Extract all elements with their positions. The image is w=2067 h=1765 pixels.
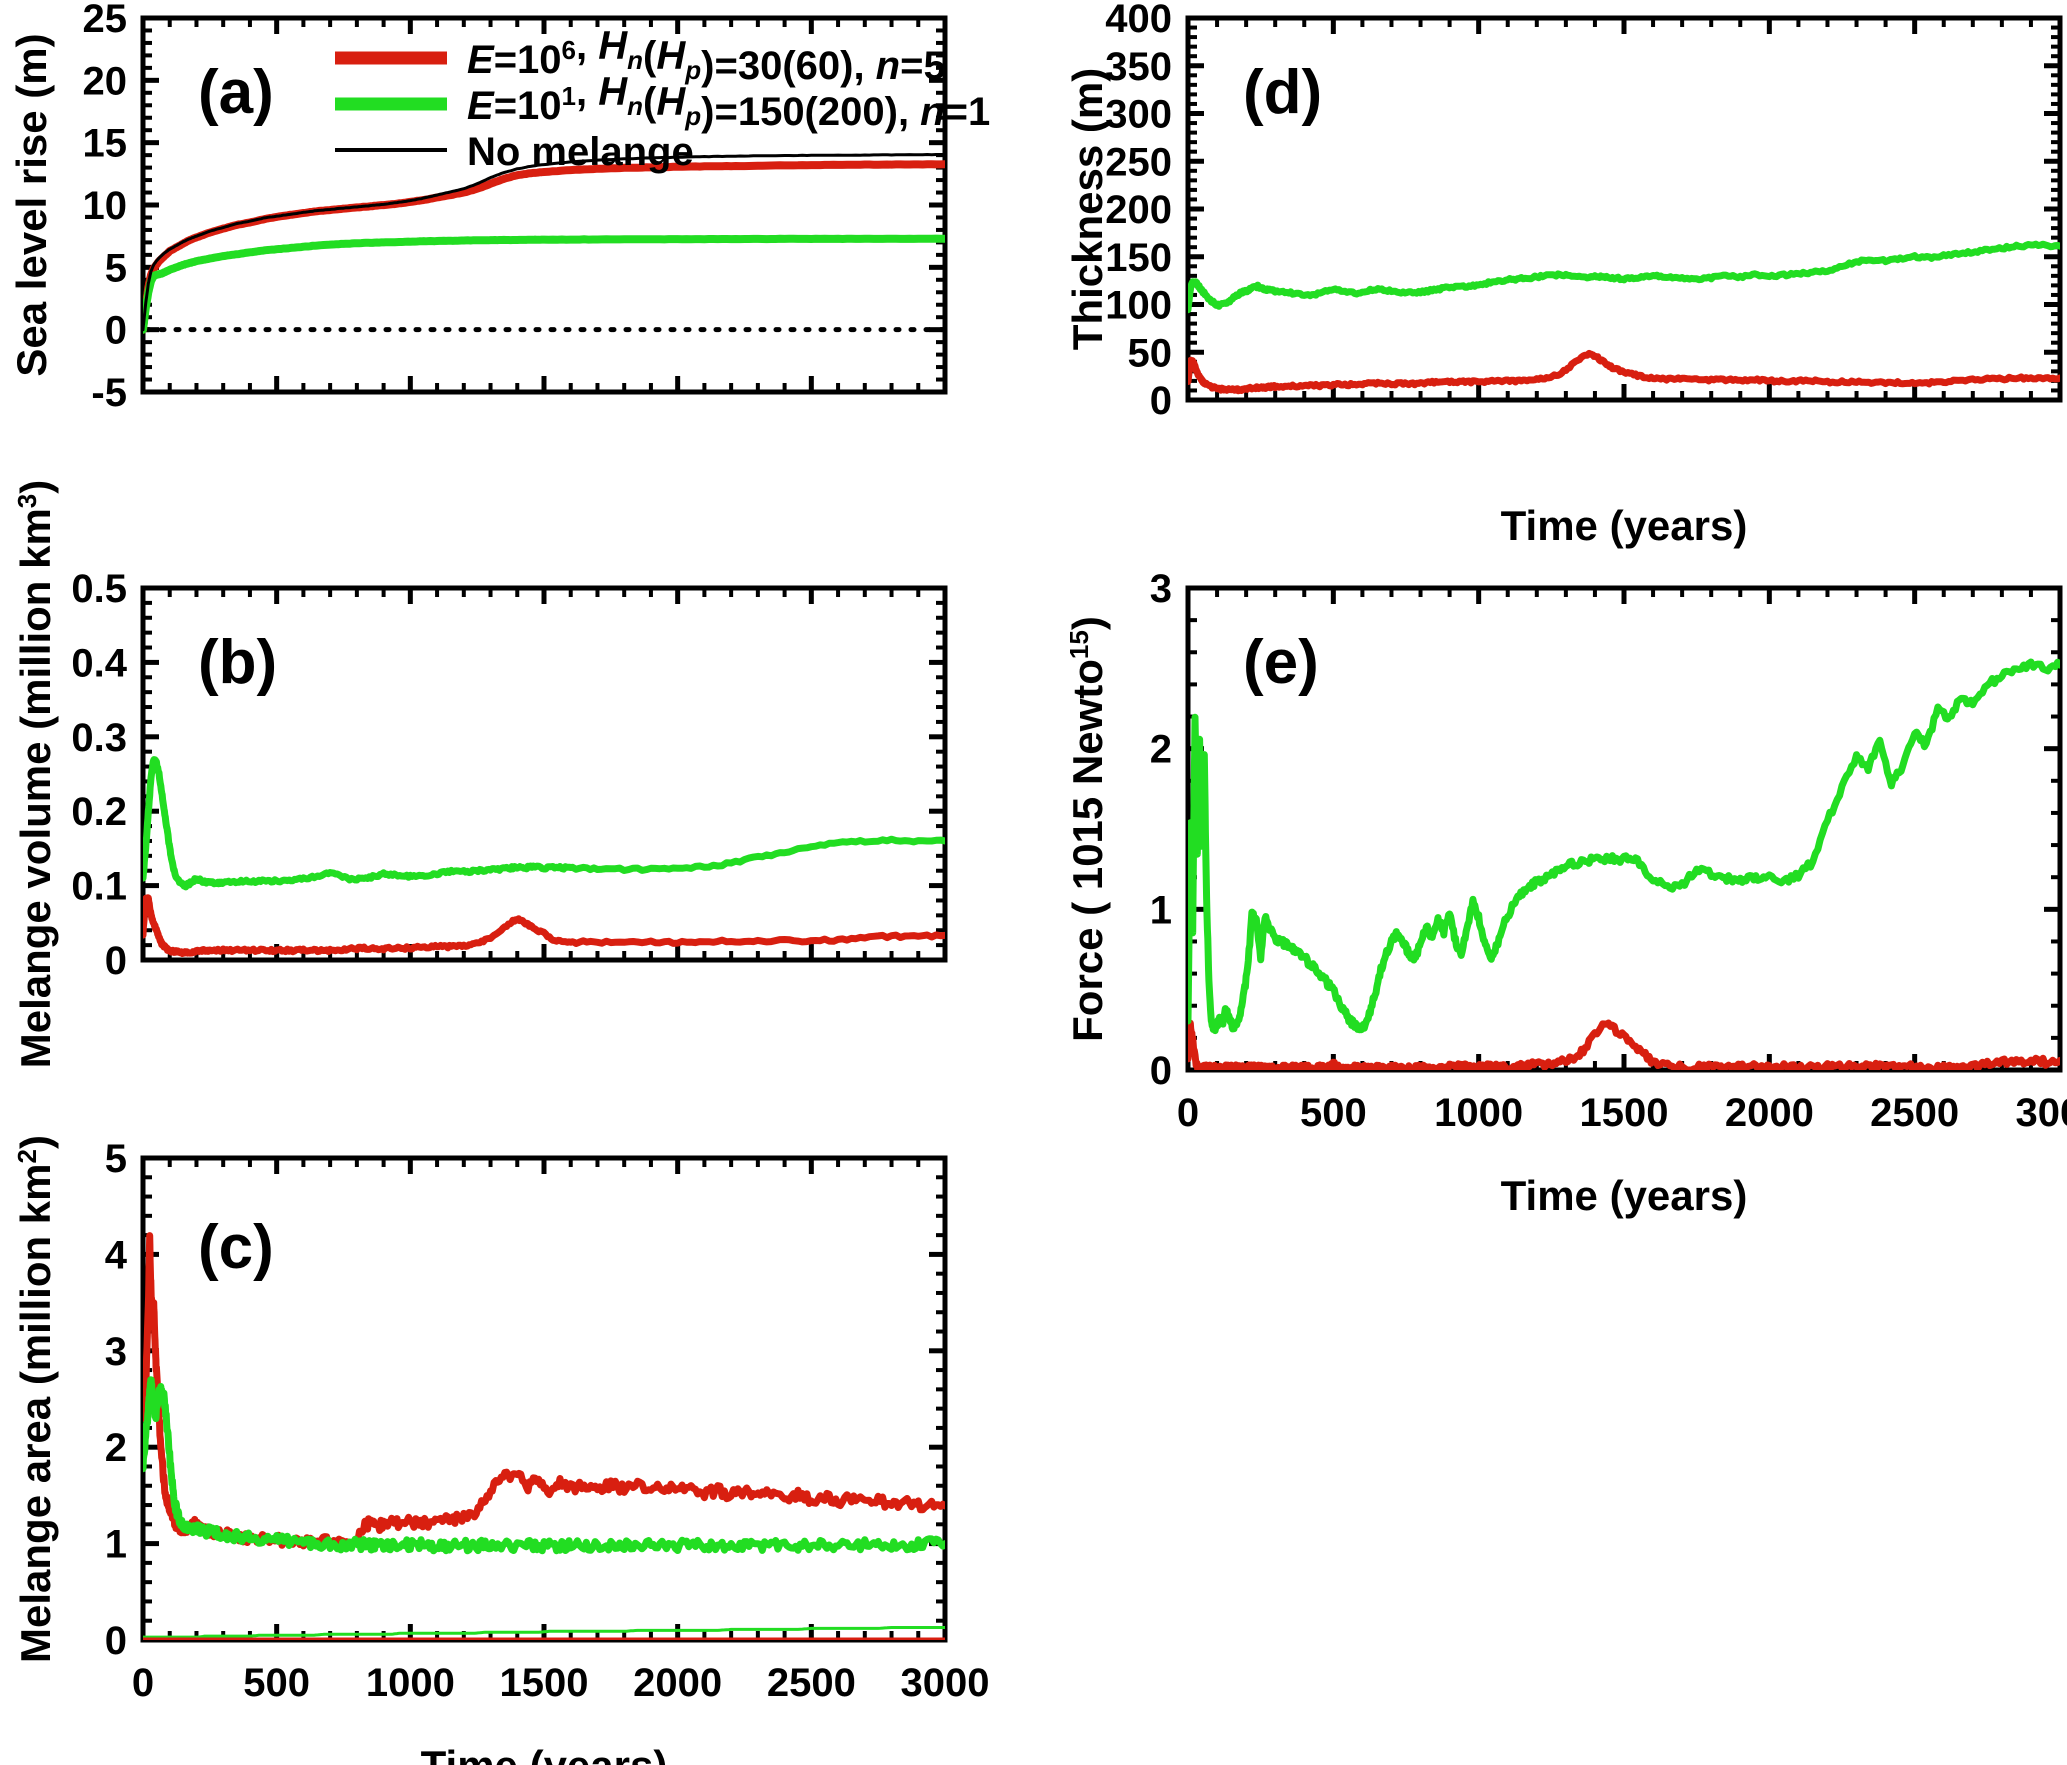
y-tick-label-d-4: 200 (1105, 188, 1172, 232)
tick-labels-a: -5 0 5 10 15 20 25 (83, 0, 128, 415)
y-tick-label-d-3: 150 (1105, 236, 1172, 280)
series-line-b-0 (143, 894, 945, 957)
series-line-b-1 (143, 756, 945, 891)
y-tick-label-a-4: 15 (83, 122, 128, 166)
x-tick-label-e-0: 0 (1177, 1091, 1199, 1135)
y-axis-title-c: Melange area (million km2) (12, 1135, 59, 1663)
x-tick-label-e-4: 2000 (1725, 1091, 1814, 1135)
x-axis-title-d: Time (years) (1501, 502, 1748, 549)
y-tick-label-a-5: 20 (83, 59, 128, 103)
y-tick-label-c-4: 4 (105, 1233, 128, 1277)
legend-label-2: No melange (467, 130, 694, 174)
y-tick-label-e-0: 0 (1150, 1049, 1172, 1093)
y-tick-label-c-0: 0 (105, 1619, 127, 1663)
x-axis-title-e: Time (years) (1501, 1172, 1748, 1219)
series-line-d-1 (1188, 240, 2060, 314)
x-tick-label-e-5: 2500 (1870, 1091, 1959, 1135)
y-axis-title-d: Thickness (m) (1064, 68, 1111, 350)
y-tick-label-d-1: 50 (1128, 331, 1173, 375)
panel-a-sea-level-rise: -5 0 5 10 15 20 25 (a) Sea level rise (m) E=106, … (0, 0, 1000, 420)
y-tick-label-b-3: 0.3 (71, 716, 127, 760)
y-tick-label-b-5: 0.5 (71, 567, 127, 611)
y-tick-label-b-1: 0.1 (71, 865, 127, 909)
x-tick-label-e-3: 1500 (1580, 1091, 1669, 1135)
x-tick-label-c-2: 1000 (366, 1661, 455, 1705)
y-tick-label-a-0: -5 (91, 371, 127, 415)
y-tick-label-e-2: 2 (1150, 728, 1172, 772)
panel-label-c: (c) (198, 1213, 274, 1282)
series-line-c-1 (143, 1376, 945, 1555)
x-tick-label-c-0: 0 (132, 1661, 154, 1705)
y-tick-label-b-4: 0.4 (71, 641, 127, 685)
x-tick-label-c-3: 1500 (500, 1661, 589, 1705)
y-tick-label-a-6: 25 (83, 0, 128, 41)
y-tick-label-d-8: 400 (1105, 0, 1172, 41)
series-line-c-2 (143, 1626, 945, 1639)
series-line-a-2 (143, 153, 945, 332)
series-group-a (143, 153, 945, 334)
y-tick-label-d-0: 0 (1150, 379, 1172, 423)
series-line-e-0 (1188, 1019, 2060, 1070)
series-group-e (1188, 658, 2060, 1070)
y-axis-title-e: Force ( 1015 Newto15) (1064, 616, 1111, 1042)
y-tick-label-e-3: 3 (1150, 567, 1172, 611)
y-tick-label-c-2: 2 (105, 1426, 127, 1470)
series-group-d (1188, 240, 2060, 395)
axis-ticks-c (140, 1155, 948, 1643)
panel-c-melange-area: 0 1 2 3 4 5 0 500 1000 1500 2000 2500 3000 (c) Melange… (0, 1135, 1000, 1765)
y-tick-label-d-7: 350 (1105, 45, 1172, 89)
panel-label-d: (d) (1243, 58, 1322, 127)
plot-frame-e (1185, 585, 2063, 1073)
tick-labels-c: 0 1 2 3 4 5 0 500 1000 1500 2000 2500 3000 (105, 1137, 990, 1705)
series-group-c (143, 1232, 945, 1640)
series-line-d-0 (1188, 349, 2060, 395)
y-tick-label-c-5: 5 (105, 1137, 127, 1181)
y-tick-label-b-0: 0 (105, 939, 127, 983)
y-tick-label-d-2: 100 (1105, 284, 1172, 328)
tick-labels-b: 0 0.1 0.2 0.3 0.4 0.5 (71, 567, 127, 983)
y-tick-label-a-2: 5 (105, 246, 127, 290)
x-tick-label-c-1: 500 (243, 1661, 310, 1705)
legend-label-1: E=101, Hn(Hp)=150(200), n=1 (467, 70, 990, 134)
x-tick-label-c-6: 3000 (901, 1661, 990, 1705)
panel-label-b: (b) (198, 628, 277, 697)
y-tick-label-c-3: 3 (105, 1330, 127, 1374)
x-tick-label-e-1: 500 (1300, 1091, 1367, 1135)
tick-labels-e: 0 1 2 3 0 500 1000 1500 2000 2500 3000 (1150, 567, 2067, 1135)
legend-label-0: E=106, Hn(Hp)=30(60), n=5 (467, 24, 946, 88)
series-line-e-1 (1188, 658, 2060, 1035)
y-tick-label-d-6: 300 (1105, 93, 1172, 137)
axis-ticks-b (140, 585, 948, 963)
axis-ticks-e (1185, 585, 2063, 1073)
x-tick-label-c-4: 2000 (633, 1661, 722, 1705)
panel-d-thickness: 0 50 100 150 200 250 300 350 400 (d) Thickness (m)… (1060, 0, 2067, 549)
y-tick-label-b-2: 0.2 (71, 790, 127, 834)
panel-e-force: 0 1 2 3 0 500 1000 1500 2000 2500 3000 (e) Force ( 1… (1060, 567, 2067, 1219)
legend: E=106, Hn(Hp)=30(60), n=5E=101, Hn(Hp)=1… (335, 24, 990, 174)
y-tick-label-d-5: 250 (1105, 140, 1172, 184)
x-tick-label-e-6: 3000 (2016, 1091, 2067, 1135)
y-tick-label-a-1: 0 (105, 309, 127, 353)
x-axis-title-c: Time (years) (421, 1742, 668, 1765)
series-line-c-0 (143, 1232, 945, 1550)
y-tick-label-c-1: 1 (105, 1523, 127, 1567)
panel-label-a: (a) (198, 58, 274, 127)
series-group-b (143, 756, 945, 957)
y-axis-title-b: Melange volume (million km3) (12, 480, 59, 1069)
y-axis-title-a: Sea level rise (m) (8, 33, 55, 376)
y-tick-label-e-1: 1 (1150, 888, 1172, 932)
panel-label-e: (e) (1243, 628, 1319, 697)
x-tick-label-e-2: 1000 (1434, 1091, 1523, 1135)
series-line-a-1 (143, 234, 945, 334)
x-tick-label-c-5: 2500 (767, 1661, 856, 1705)
panel-b-melange-volume: 0 0.1 0.2 0.3 0.4 0.5 (b) Melange volume (milli… (0, 480, 1000, 1068)
y-tick-label-a-3: 10 (83, 184, 128, 228)
